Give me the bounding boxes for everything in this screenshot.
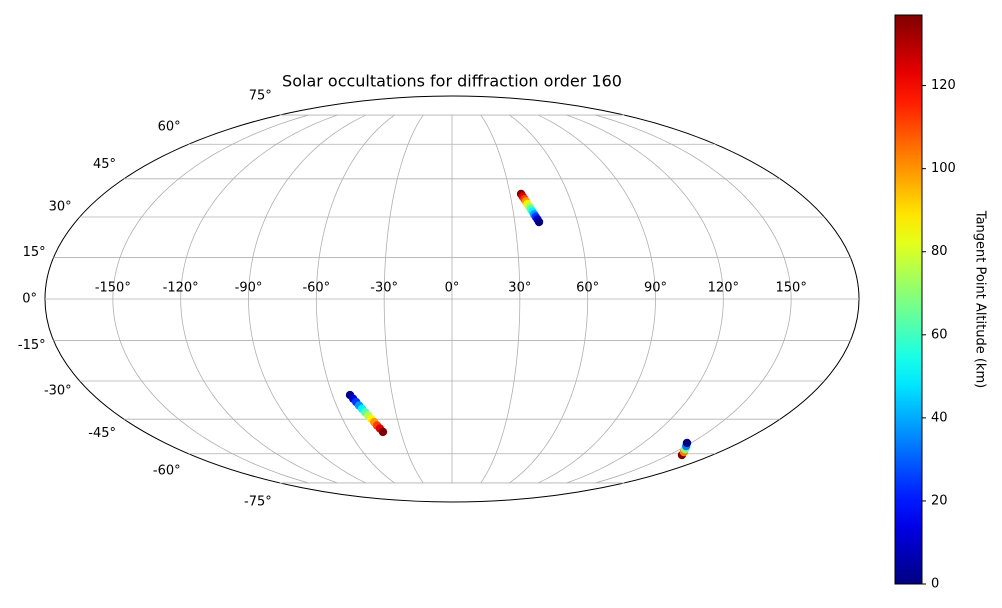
x-tick-label: 120° [708,281,739,296]
grid-line [248,114,367,484]
y-tick-label: -45° [88,426,116,441]
colorbar [894,14,923,585]
colorbar-label: Tangent Point Altitude (km) [973,210,988,388]
y-tick-label: -30° [44,384,72,399]
colorbar-tick-label: 100 [931,161,956,176]
x-tick-label: 150° [776,281,807,296]
y-tick-label: 15° [23,245,46,260]
grid-line [566,114,724,484]
colorbar-tick-label: 0 [931,577,939,592]
colorbar-tick-label: 40 [931,410,948,425]
x-tick-label: -60° [302,281,330,296]
x-tick-label: 60° [576,281,599,296]
x-tick-label: 90° [644,281,667,296]
colorbar-tick-label: 20 [931,493,948,508]
grid-line [112,114,309,484]
grid-line [315,114,395,484]
x-tick-label: -30° [370,281,398,296]
y-tick-label: 75° [249,88,272,103]
scatter-point [534,217,544,227]
y-tick-label: 0° [22,292,37,307]
x-tick-label: 0° [445,281,460,296]
x-tick-label: -90° [235,281,263,296]
x-tick-label: 30° [508,281,531,296]
grid-line [509,114,589,484]
scatter-point [682,438,692,448]
y-tick-label: 30° [49,199,72,214]
y-tick-label: -75° [244,495,272,510]
grid-line [595,114,792,484]
y-tick-label: -60° [153,464,181,479]
y-tick-label: -15° [18,338,46,353]
grid-line [480,114,521,484]
colorbar-tick-label: 80 [931,244,948,259]
y-tick-label: 60° [158,119,181,134]
x-tick-label: -120° [163,281,199,296]
colorbar-tick-label: 60 [931,327,948,342]
x-tick-label: -150° [95,281,131,296]
scatter-point [378,427,388,437]
colorbar-tick-label: 120 [931,78,956,93]
grid-line [537,114,656,484]
chart-title: Solar occultations for diffraction order… [282,72,622,91]
y-tick-label: 45° [93,157,116,172]
grid-line [180,114,338,484]
grid-line [383,114,424,484]
